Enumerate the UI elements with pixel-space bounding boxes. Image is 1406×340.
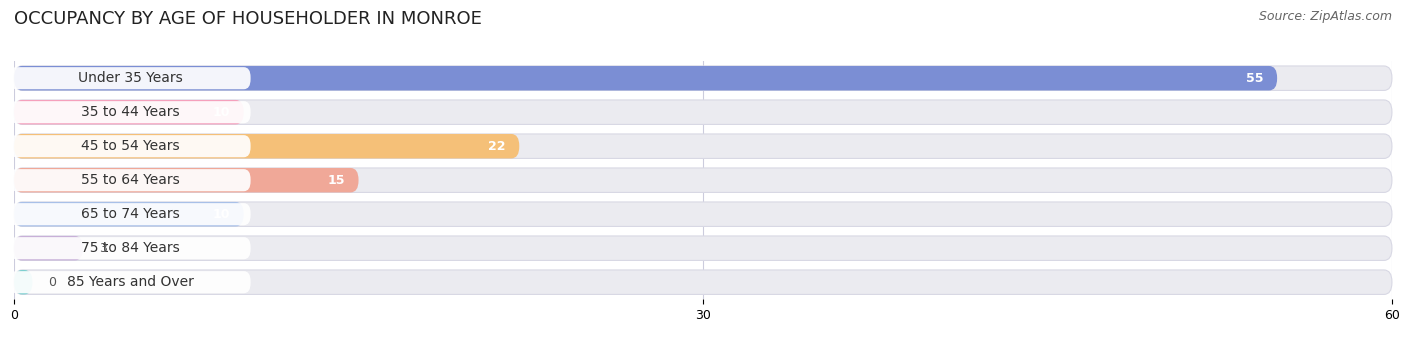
FancyBboxPatch shape xyxy=(10,67,250,89)
FancyBboxPatch shape xyxy=(10,203,250,225)
FancyBboxPatch shape xyxy=(14,66,1277,90)
FancyBboxPatch shape xyxy=(14,202,243,226)
FancyBboxPatch shape xyxy=(14,236,1392,260)
Text: 55 to 64 Years: 55 to 64 Years xyxy=(80,173,180,187)
Text: 85 Years and Over: 85 Years and Over xyxy=(66,275,194,289)
FancyBboxPatch shape xyxy=(14,66,1392,90)
Text: 75 to 84 Years: 75 to 84 Years xyxy=(80,241,180,255)
FancyBboxPatch shape xyxy=(14,134,1392,158)
Text: 22: 22 xyxy=(488,140,506,153)
FancyBboxPatch shape xyxy=(14,236,83,260)
FancyBboxPatch shape xyxy=(10,135,250,157)
FancyBboxPatch shape xyxy=(14,134,519,158)
Text: Source: ZipAtlas.com: Source: ZipAtlas.com xyxy=(1258,10,1392,23)
Text: 15: 15 xyxy=(328,174,344,187)
FancyBboxPatch shape xyxy=(14,270,1392,294)
FancyBboxPatch shape xyxy=(10,101,250,123)
Text: Under 35 Years: Under 35 Years xyxy=(77,71,183,85)
Text: 35 to 44 Years: 35 to 44 Years xyxy=(80,105,180,119)
FancyBboxPatch shape xyxy=(14,270,32,294)
Text: OCCUPANCY BY AGE OF HOUSEHOLDER IN MONROE: OCCUPANCY BY AGE OF HOUSEHOLDER IN MONRO… xyxy=(14,10,482,28)
FancyBboxPatch shape xyxy=(10,169,250,191)
Text: 3: 3 xyxy=(98,242,107,255)
Text: 10: 10 xyxy=(212,106,231,119)
FancyBboxPatch shape xyxy=(10,271,250,293)
Text: 10: 10 xyxy=(212,208,231,221)
FancyBboxPatch shape xyxy=(14,100,243,124)
FancyBboxPatch shape xyxy=(10,237,250,259)
FancyBboxPatch shape xyxy=(14,100,1392,124)
Text: 0: 0 xyxy=(48,276,56,289)
FancyBboxPatch shape xyxy=(14,202,1392,226)
Text: 45 to 54 Years: 45 to 54 Years xyxy=(80,139,180,153)
Text: 55: 55 xyxy=(1246,72,1264,85)
FancyBboxPatch shape xyxy=(14,168,359,192)
Text: 65 to 74 Years: 65 to 74 Years xyxy=(80,207,180,221)
FancyBboxPatch shape xyxy=(14,168,1392,192)
